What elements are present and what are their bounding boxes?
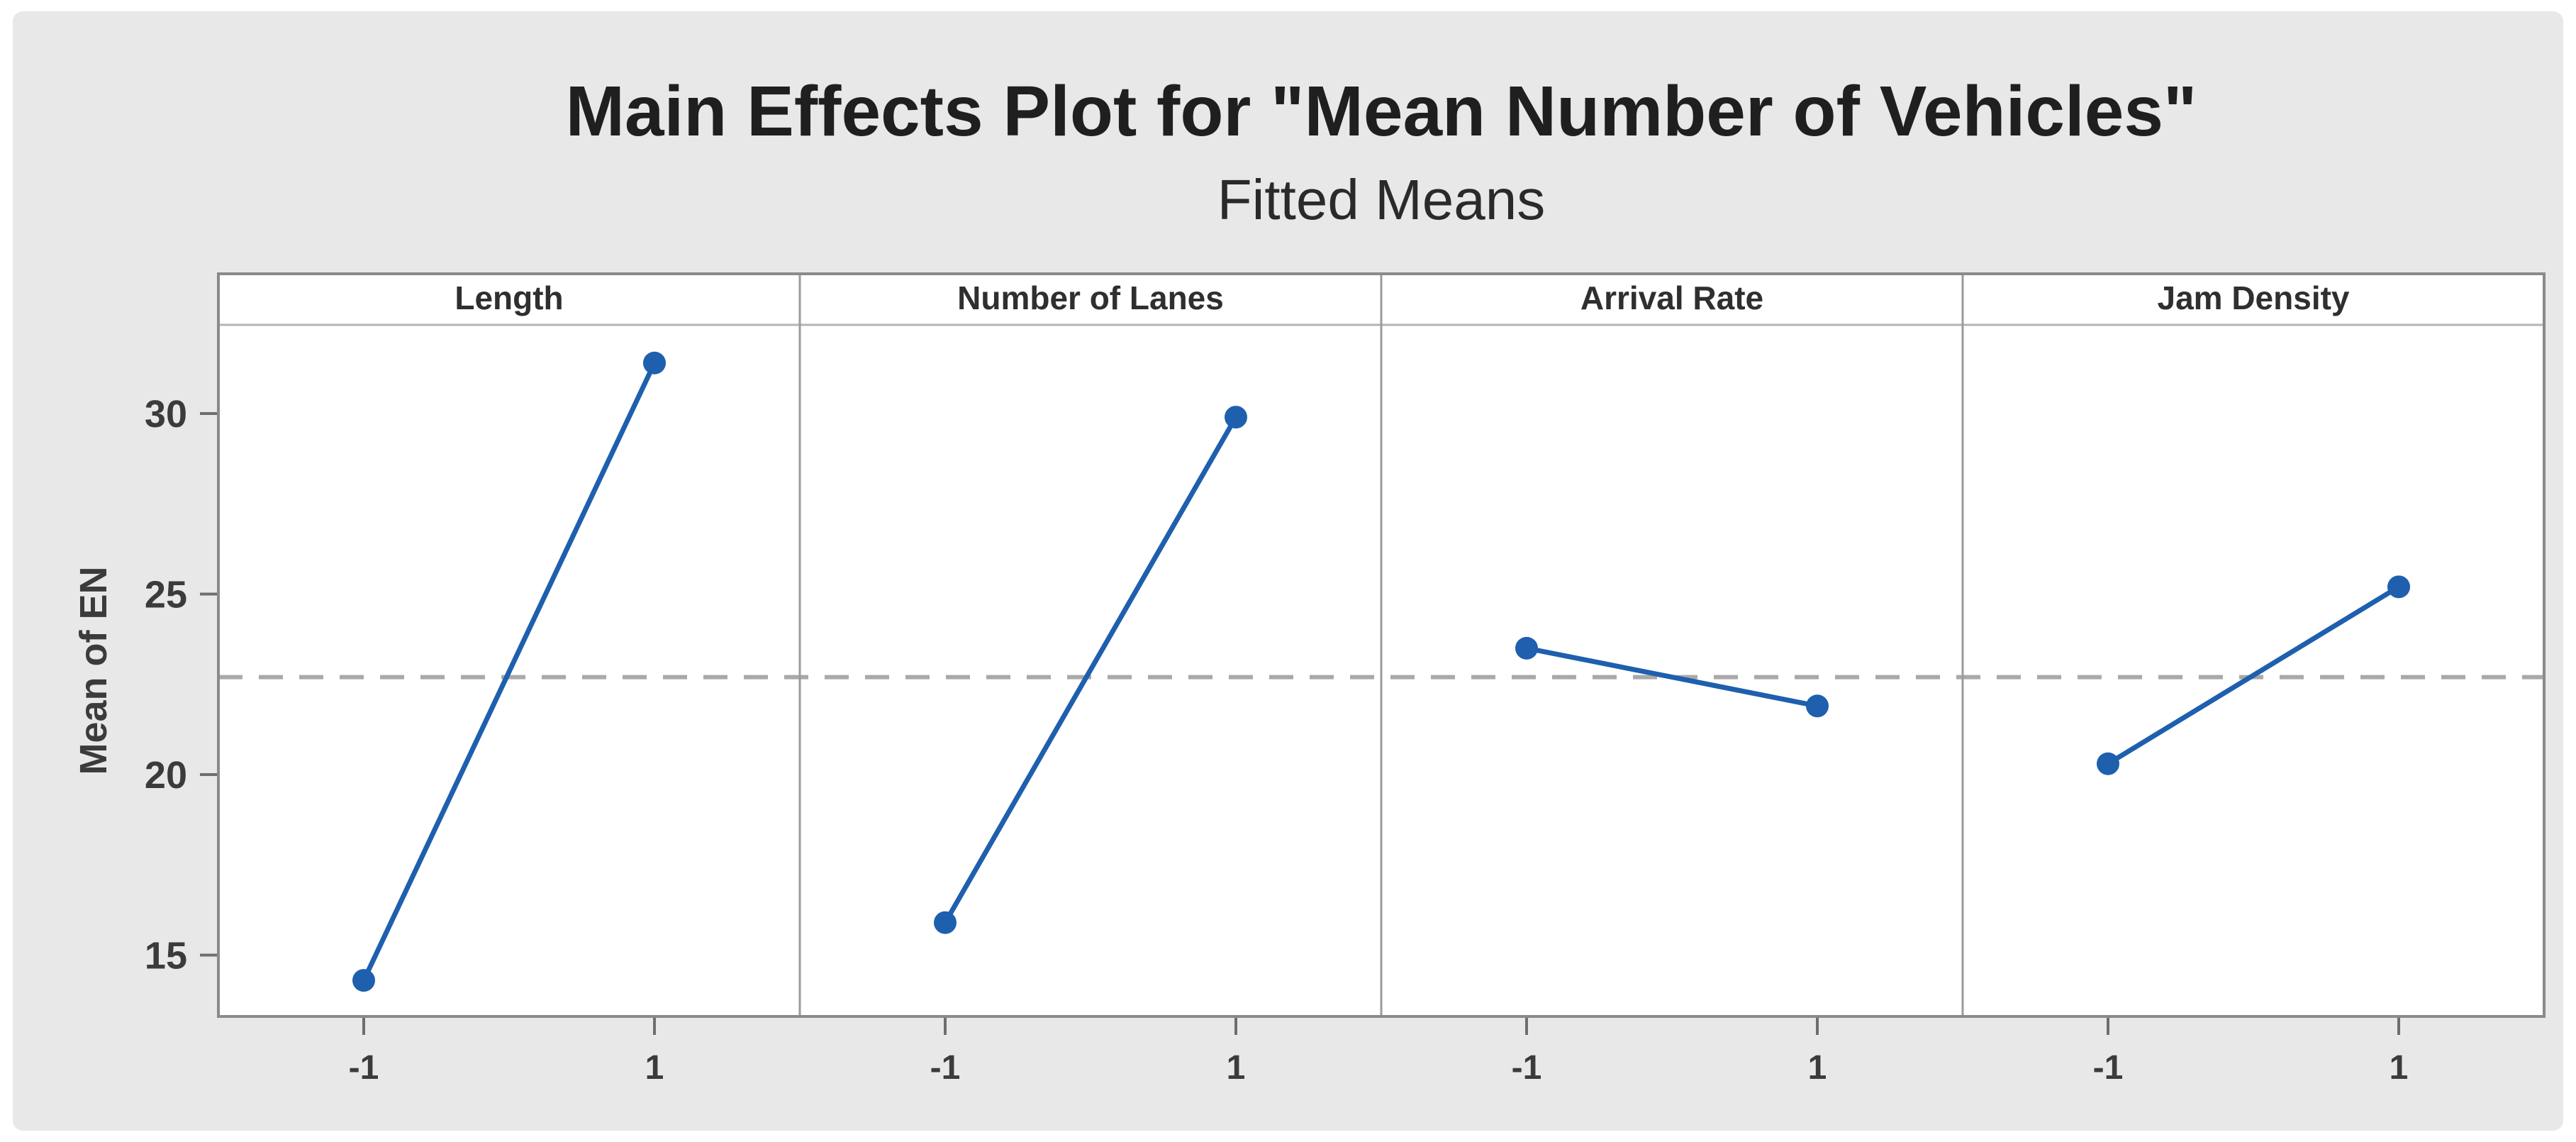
data-point bbox=[1225, 406, 1247, 429]
panel-header-label: Jam Density bbox=[2157, 279, 2349, 316]
chart-title: Main Effects Plot for "Mean Number of Ve… bbox=[565, 72, 2197, 151]
plot-border bbox=[217, 272, 2546, 1018]
data-point bbox=[352, 969, 375, 992]
series-line-1 bbox=[361, 362, 657, 982]
series-line-3 bbox=[1526, 645, 1818, 709]
x-tick-label: -1 bbox=[2093, 1049, 2124, 1087]
y-tick-label: 25 bbox=[145, 574, 187, 616]
data-point bbox=[1806, 694, 1829, 718]
y-tick-label: 15 bbox=[145, 935, 187, 977]
data-point bbox=[2097, 752, 2119, 775]
x-tick-label: -1 bbox=[349, 1049, 379, 1087]
series-line-4 bbox=[2107, 584, 2400, 766]
panel-header-label: Arrival Rate bbox=[1580, 279, 1763, 316]
x-tick-label: -1 bbox=[1512, 1049, 1542, 1087]
data-point bbox=[1515, 636, 1538, 660]
data-point bbox=[934, 911, 957, 934]
series-line-2 bbox=[942, 416, 1239, 924]
x-tick-label: 1 bbox=[645, 1049, 664, 1087]
x-tick-label: -1 bbox=[930, 1049, 961, 1087]
x-tick-label: 1 bbox=[1227, 1049, 1246, 1087]
x-tick-label: 1 bbox=[1808, 1049, 1827, 1087]
data-point bbox=[643, 351, 666, 375]
y-tick-label: 20 bbox=[145, 754, 187, 797]
panel-header-label: Length bbox=[455, 279, 563, 316]
x-tick-label: 1 bbox=[2390, 1049, 2409, 1087]
y-tick-label: 30 bbox=[145, 393, 187, 436]
data-point bbox=[2387, 575, 2410, 599]
panel-header-label: Number of Lanes bbox=[957, 279, 1224, 316]
y-axis-title: Mean of EN bbox=[72, 566, 115, 775]
chart-subtitle: Fitted Means bbox=[1217, 168, 1546, 231]
